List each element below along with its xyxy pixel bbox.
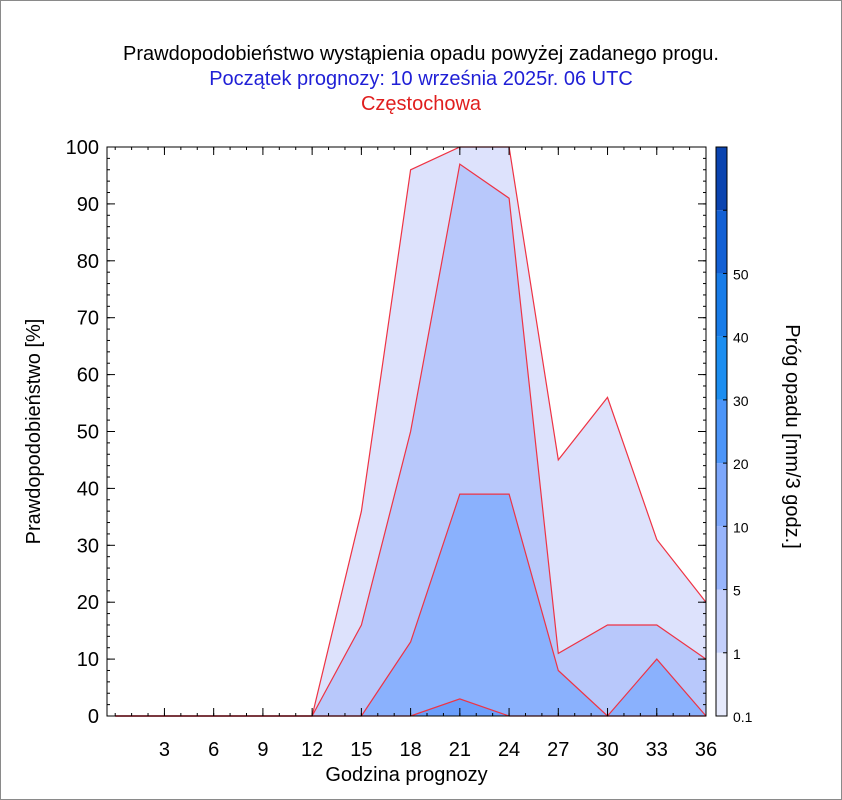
- colorbar-segment: [716, 652, 727, 716]
- x-tick-label: 24: [498, 739, 520, 761]
- x-tick-label: 27: [547, 739, 569, 761]
- colorbar-label: Próg opadu [mm/3 godz.]: [781, 324, 803, 549]
- colorbar-segment: [716, 399, 727, 464]
- x-tick-label: 21: [449, 739, 471, 761]
- colorbar-tick-label: 20: [733, 456, 749, 472]
- colorbar-segment: [716, 273, 727, 337]
- location-title: Częstochowa: [360, 93, 482, 115]
- y-tick-label: 30: [77, 535, 99, 557]
- x-tick-label: 15: [350, 739, 372, 761]
- x-tick-label: 30: [596, 739, 618, 761]
- y-tick-label: 20: [77, 592, 99, 614]
- colorbar-segment: [716, 210, 727, 274]
- plot-border: [106, 146, 707, 717]
- colorbar-border: [715, 146, 728, 717]
- y-axis-ticks: 0 10 20 30 40 50 60 70 80 90 100: [66, 137, 706, 728]
- y-tick-label: 100: [66, 137, 99, 159]
- chart-title: Prawdopodobieństwo wystąpienia opadu pow…: [123, 43, 719, 65]
- x-tick-label: 3: [159, 739, 170, 761]
- y-tick-label: 70: [77, 308, 99, 330]
- colorbar-tick-label: 50: [733, 266, 749, 282]
- colorbar-tick-label: 1: [733, 646, 741, 662]
- colorbar-segment: [716, 336, 727, 400]
- y-tick-label: 10: [77, 649, 99, 671]
- area-threshold-5: [115, 494, 706, 716]
- colorbar-tick-label: 30: [733, 393, 749, 409]
- colorbar-segment: [716, 147, 727, 211]
- y-axis-label: Prawdopodobieństwo [%]: [23, 319, 45, 545]
- y-tick-label: 0: [88, 706, 99, 728]
- x-axis-label: Godzina prognozy: [325, 764, 487, 786]
- y-tick-label: 60: [77, 365, 99, 387]
- y-tick-label: 80: [77, 251, 99, 273]
- x-tick-label: 36: [695, 739, 717, 761]
- colorbar-tick-label: 5: [733, 583, 741, 599]
- colorbar: 0.1 1 5 10 20 30 40 50: [715, 146, 753, 725]
- y-tick-label: 50: [77, 422, 99, 444]
- y-tick-label: 40: [77, 478, 99, 500]
- x-tick-label: 33: [646, 739, 668, 761]
- colorbar-segment: [716, 526, 727, 590]
- colorbar-tick-label: 0.1: [733, 709, 753, 725]
- x-tick-label: 12: [301, 739, 323, 761]
- colorbar-tick-label: 10: [733, 519, 749, 535]
- colorbar-segment: [716, 589, 727, 653]
- x-tick-label: 18: [399, 739, 421, 761]
- area-threshold-1: [115, 164, 706, 717]
- x-axis-ticks: 3 6 9 12 15 18 21 24 27 30 33 36: [159, 147, 717, 761]
- y-tick-label: 90: [77, 194, 99, 216]
- forecast-start-subtitle: Początek prognozy: 10 września 2025r. 06…: [209, 68, 633, 90]
- x-tick-label: 9: [257, 739, 268, 761]
- colorbar-segment: [716, 463, 727, 527]
- colorbar-tick-label: 40: [733, 330, 749, 346]
- x-tick-label: 6: [208, 739, 219, 761]
